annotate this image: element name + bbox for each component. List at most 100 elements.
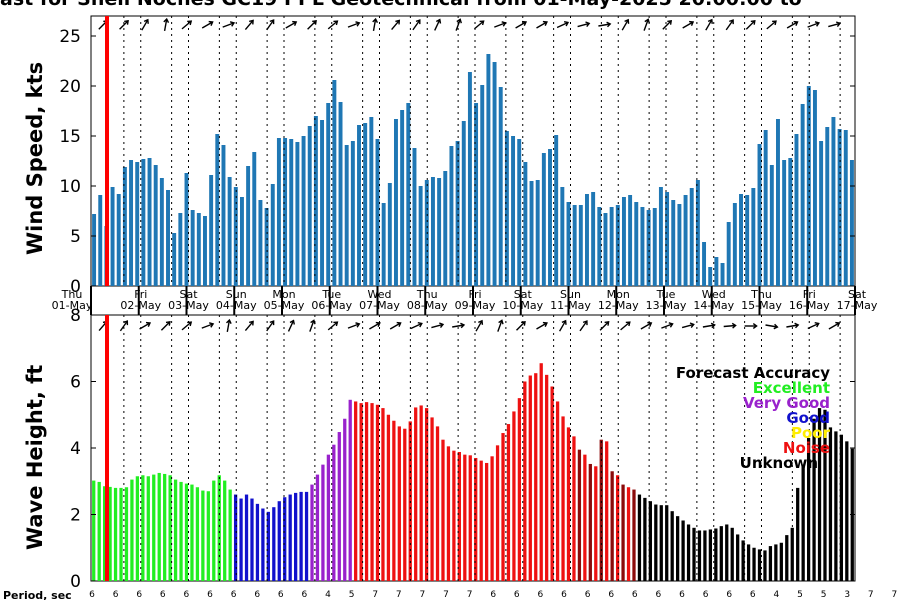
direction-arrowhead — [355, 21, 361, 27]
wave-bar — [419, 405, 423, 581]
wave-bar — [566, 427, 571, 581]
direction-arrowhead — [752, 323, 758, 329]
wind-bar — [172, 233, 177, 286]
wind-bar — [209, 175, 214, 286]
period-value: 7 — [372, 590, 378, 600]
legend-very-good: Very Good — [743, 394, 830, 412]
wind-bar — [732, 203, 737, 286]
wave-bar — [315, 474, 320, 581]
wave-bar — [124, 487, 129, 582]
direction-arrow — [494, 22, 506, 28]
direction-arrow — [201, 21, 213, 29]
wave-bar — [321, 464, 325, 582]
wave-bar — [310, 484, 314, 581]
day-of-week-label: Thu — [61, 288, 83, 301]
wave-bar — [719, 526, 723, 581]
direction-arrowhead — [668, 322, 674, 328]
wind-bar — [449, 146, 454, 286]
direction-arrowhead — [521, 20, 528, 26]
period-value: 6 — [136, 590, 142, 600]
direction-arrow — [662, 20, 672, 30]
wind-bar — [720, 263, 725, 286]
wave-bar — [697, 530, 702, 581]
wave-bar — [801, 464, 805, 582]
direction-arrow — [828, 322, 840, 330]
wind-bar — [566, 202, 571, 286]
wave-bar — [665, 505, 669, 581]
direction-arrow — [141, 19, 149, 31]
wind-bar — [159, 178, 164, 286]
day-of-week-label: Wed — [368, 288, 392, 301]
wind-y-ticks: 0 5 10 15 20 25 — [59, 27, 855, 297]
wave-bar — [610, 471, 614, 581]
direction-arrowhead — [396, 321, 402, 327]
wave-bar — [354, 401, 358, 581]
wind-bar — [357, 125, 361, 286]
wave-bar — [206, 491, 210, 582]
day-of-week-label: Sat — [179, 288, 198, 301]
direction-arrowhead — [229, 21, 236, 27]
day-of-week-label: Thu — [750, 288, 772, 301]
direction-arrow — [347, 323, 360, 329]
wind-bar — [307, 126, 312, 286]
wave-bar — [817, 408, 822, 581]
wave-bar — [463, 454, 467, 581]
wind-bar — [295, 142, 300, 286]
wave-bar — [103, 486, 107, 581]
period-value: 6 — [726, 590, 732, 600]
wave-bar — [730, 527, 734, 581]
wind-bar — [196, 213, 201, 286]
wind-bar — [455, 141, 460, 286]
direction-arrowhead — [123, 320, 129, 326]
direction-arrow — [536, 322, 548, 330]
wave-bar — [233, 494, 238, 581]
day-separator-lines — [90, 16, 856, 581]
direction-arrowhead — [604, 320, 610, 326]
direction-arrowhead — [794, 322, 800, 329]
wave-bar — [152, 474, 156, 581]
wind-bar — [763, 130, 768, 286]
direction-arrow — [431, 323, 444, 329]
wave-bar — [157, 472, 161, 581]
wave-bar — [452, 450, 456, 581]
wind-bar — [141, 159, 146, 286]
day-date-label: 11-May — [550, 299, 591, 312]
direction-arrow — [434, 19, 441, 31]
direction-arrowhead — [226, 318, 232, 324]
wind-bar — [665, 192, 670, 286]
wave-bar — [386, 414, 391, 581]
wave-bar — [545, 374, 549, 581]
wind-bar — [726, 222, 731, 286]
direction-arrowhead — [710, 322, 716, 329]
wave-ytick-label: 4 — [70, 439, 81, 459]
wind-bar — [301, 136, 306, 286]
wave-bar — [195, 487, 200, 582]
wave-bar — [555, 401, 560, 581]
wave-ytick-label: 0 — [70, 572, 81, 592]
wind-bar — [437, 178, 442, 286]
wave-bar — [184, 483, 189, 581]
direction-arrow — [536, 21, 548, 29]
wind-bar — [572, 205, 577, 286]
period-value: 7 — [396, 590, 402, 600]
wave-bar — [304, 491, 309, 581]
wind-ytick-label: 15 — [59, 127, 81, 147]
wind-bar — [683, 195, 688, 286]
legend-title: Forecast Accuracy — [676, 364, 830, 382]
wave-bar — [474, 457, 478, 582]
day-date-label: 09-May — [455, 299, 496, 312]
wind-bar — [769, 165, 774, 286]
direction-arrow — [725, 19, 734, 31]
day-of-week-label: Sun — [560, 288, 581, 301]
direction-arrow — [410, 322, 423, 330]
wave-bar — [294, 492, 298, 581]
wind-ytick-label: 0 — [70, 277, 81, 297]
direction-arrow — [558, 320, 567, 332]
direction-arrow — [244, 19, 254, 31]
wave-bar — [108, 486, 112, 581]
wind-bar — [492, 62, 497, 286]
wave-bar — [381, 408, 385, 581]
direction-arrow — [389, 322, 401, 330]
wind-bar — [258, 200, 263, 286]
wave-bar — [201, 490, 205, 581]
